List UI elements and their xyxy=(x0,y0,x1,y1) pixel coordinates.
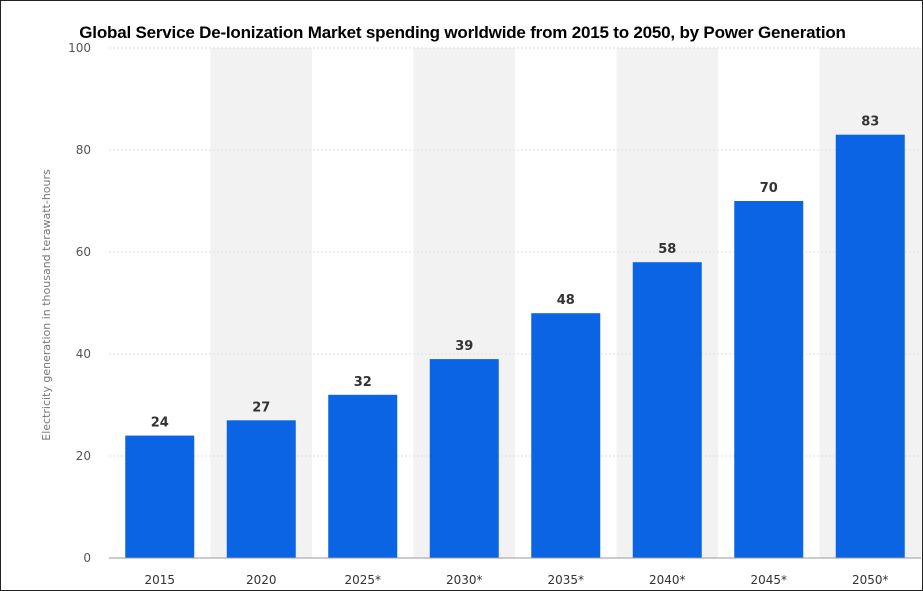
bar xyxy=(531,313,601,558)
y-tick-label: 0 xyxy=(83,551,91,565)
bar xyxy=(835,134,905,558)
value-label: 58 xyxy=(658,242,676,257)
bars xyxy=(125,134,905,558)
x-tick-label: 2030* xyxy=(446,573,483,587)
bar xyxy=(125,435,195,558)
value-label: 27 xyxy=(252,400,270,415)
y-axis-ticks: 0 20 40 60 80 100 xyxy=(68,41,91,565)
y-tick-label: 20 xyxy=(76,449,91,463)
value-label: 70 xyxy=(760,181,778,196)
x-tick-label: 2035* xyxy=(547,573,584,587)
value-label: 83 xyxy=(861,115,879,130)
x-tick-label: 2045* xyxy=(750,573,787,587)
y-tick-label: 80 xyxy=(76,143,91,157)
bar xyxy=(734,201,804,558)
bar xyxy=(632,262,702,558)
y-tick-label: 100 xyxy=(68,41,91,55)
value-label: 32 xyxy=(354,375,372,390)
x-tick-label: 2020 xyxy=(246,573,277,587)
value-label: 39 xyxy=(455,339,473,354)
x-tick-label: 2040* xyxy=(649,573,686,587)
x-tick-label: 2050* xyxy=(852,573,889,587)
x-tick-label: 2015 xyxy=(144,573,175,587)
x-tick-label: 2025* xyxy=(344,573,381,587)
bar xyxy=(328,394,398,558)
y-axis-label: Electricity generation in thousand teraw… xyxy=(40,169,53,441)
y-tick-label: 40 xyxy=(76,347,91,361)
x-axis-ticks: 2015 2020 2025* 2030* 2035* 2040* 2045* 2050* xyxy=(144,573,888,587)
y-tick-label: 60 xyxy=(76,245,91,259)
value-labels: 24 27 32 39 48 58 70 83 xyxy=(151,115,880,431)
value-label: 48 xyxy=(557,293,575,308)
value-label: 24 xyxy=(151,416,169,431)
bar xyxy=(429,359,499,558)
bar xyxy=(226,420,296,558)
chart-title: Global Service De-Ionization Market spen… xyxy=(79,23,846,42)
